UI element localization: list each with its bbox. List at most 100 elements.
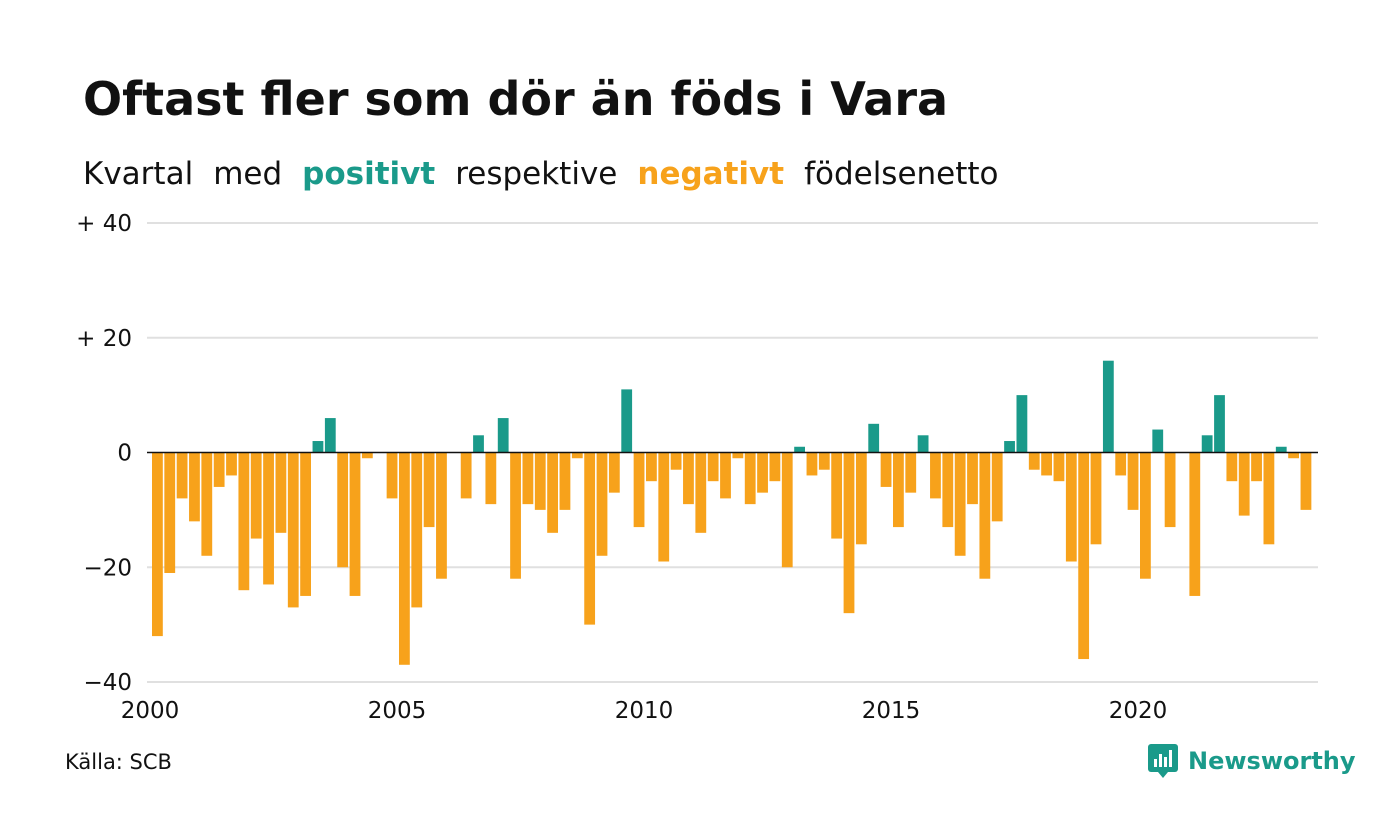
bar-negative xyxy=(843,452,855,614)
bar-negative xyxy=(1300,452,1312,510)
bar-negative xyxy=(1053,452,1065,482)
bar-negative xyxy=(831,452,843,539)
bar-positive xyxy=(621,389,633,453)
subtitle-word-fodelsenetto: födelsenetto xyxy=(804,156,999,192)
subtitle-word-respektive: respektive xyxy=(455,156,618,192)
y-tick-label: + 40 xyxy=(76,211,132,237)
bar-negative xyxy=(942,452,954,528)
bar-negative xyxy=(1028,452,1040,470)
newsworthy-logo-icon xyxy=(1148,744,1178,778)
bar-negative xyxy=(1041,452,1052,476)
bar-negative xyxy=(1189,452,1201,596)
brand-logo: Newsworthy xyxy=(1148,744,1356,778)
bar-negative xyxy=(646,452,657,482)
bar-negative xyxy=(1263,452,1275,545)
bar-negative xyxy=(411,452,423,608)
bar-negative xyxy=(226,452,237,476)
bar-negative xyxy=(534,452,546,510)
source-note: Källa: SCB xyxy=(65,750,172,774)
bar-negative xyxy=(275,452,287,533)
bar-negative xyxy=(596,452,608,556)
bar-negative xyxy=(954,452,966,556)
bar-negative xyxy=(152,452,163,637)
bar-negative xyxy=(571,452,583,459)
bar-negative xyxy=(522,452,534,505)
y-tick-label: + 20 xyxy=(76,326,132,352)
x-tick-label: 2005 xyxy=(368,698,427,724)
bar-positive xyxy=(1016,395,1028,453)
bar-negative xyxy=(1226,452,1238,482)
bar-positive xyxy=(868,423,880,453)
bar-negative xyxy=(349,452,361,596)
bar-positive xyxy=(1102,360,1114,453)
bar-negative xyxy=(880,452,892,487)
bar-negative xyxy=(436,452,447,579)
subtitle-word-kvartal: Kvartal xyxy=(83,156,194,192)
bar-negative xyxy=(559,452,571,510)
subtitle-positive-word: positivt xyxy=(302,156,436,192)
bar-positive xyxy=(1275,446,1287,453)
bar-negative xyxy=(608,452,620,493)
bar-negative xyxy=(547,452,558,533)
bar-positive xyxy=(917,435,929,453)
chart-subtitle: Kvartal med positivt respektive negativt föde… xyxy=(83,156,1019,192)
bar-negative xyxy=(300,452,311,596)
bar-negative xyxy=(1115,452,1127,476)
bar-negative xyxy=(213,452,225,487)
bar-negative xyxy=(460,452,472,499)
bar-negative xyxy=(584,452,596,625)
bar-negative xyxy=(1078,452,1090,660)
bar-negative xyxy=(287,452,299,608)
bar-negative xyxy=(707,452,719,482)
bar-negative xyxy=(781,452,793,568)
bar-negative xyxy=(967,452,978,505)
bar-negative xyxy=(769,452,781,482)
bar-negative xyxy=(510,452,521,579)
bar-negative xyxy=(979,452,991,579)
bar-negative xyxy=(485,452,497,505)
bar-negative xyxy=(744,452,756,505)
bar-positive xyxy=(1214,395,1225,453)
bar-negative xyxy=(818,452,830,470)
x-tick-label: 2020 xyxy=(1109,698,1168,724)
bar-positive xyxy=(324,418,336,453)
bar-negative xyxy=(164,452,176,573)
bar-negative xyxy=(732,452,744,459)
bar-negative xyxy=(658,452,670,562)
bar-positive xyxy=(1152,429,1164,453)
y-tick-label: −40 xyxy=(83,670,132,696)
subtitle-negative-word: negativt xyxy=(637,156,785,192)
bar-negative xyxy=(930,452,941,499)
x-tick-label: 2000 xyxy=(121,698,180,724)
bar-negative xyxy=(670,452,682,470)
x-tick-label: 2015 xyxy=(862,698,921,724)
bar-negative xyxy=(695,452,707,533)
bar-negative xyxy=(1127,452,1139,510)
bar-negative xyxy=(1065,452,1077,562)
brand-name: Newsworthy xyxy=(1188,747,1356,775)
bar-negative xyxy=(1140,452,1151,579)
y-tick-label: 0 xyxy=(117,441,132,467)
bar-negative xyxy=(893,452,904,528)
bar-negative xyxy=(720,452,731,499)
bar-negative xyxy=(201,452,213,556)
bar-negative xyxy=(423,452,435,528)
y-tick-label: −20 xyxy=(83,555,132,581)
bar-negative xyxy=(1090,452,1102,545)
bar-positive xyxy=(473,435,484,453)
bar-negative xyxy=(238,452,250,591)
bar-negative xyxy=(683,452,694,505)
bar-negative xyxy=(361,452,373,459)
bar-positive xyxy=(1201,435,1213,453)
bar-negative xyxy=(1288,452,1299,459)
bar-negative xyxy=(176,452,188,499)
bar-positive xyxy=(497,418,509,453)
bar-negative xyxy=(250,452,262,539)
bar-negative xyxy=(337,452,349,568)
x-tick-label: 2010 xyxy=(615,698,674,724)
bar-negative xyxy=(757,452,768,493)
bar-negative xyxy=(633,452,645,528)
bar-negative xyxy=(855,452,867,545)
bar-negative xyxy=(806,452,818,476)
